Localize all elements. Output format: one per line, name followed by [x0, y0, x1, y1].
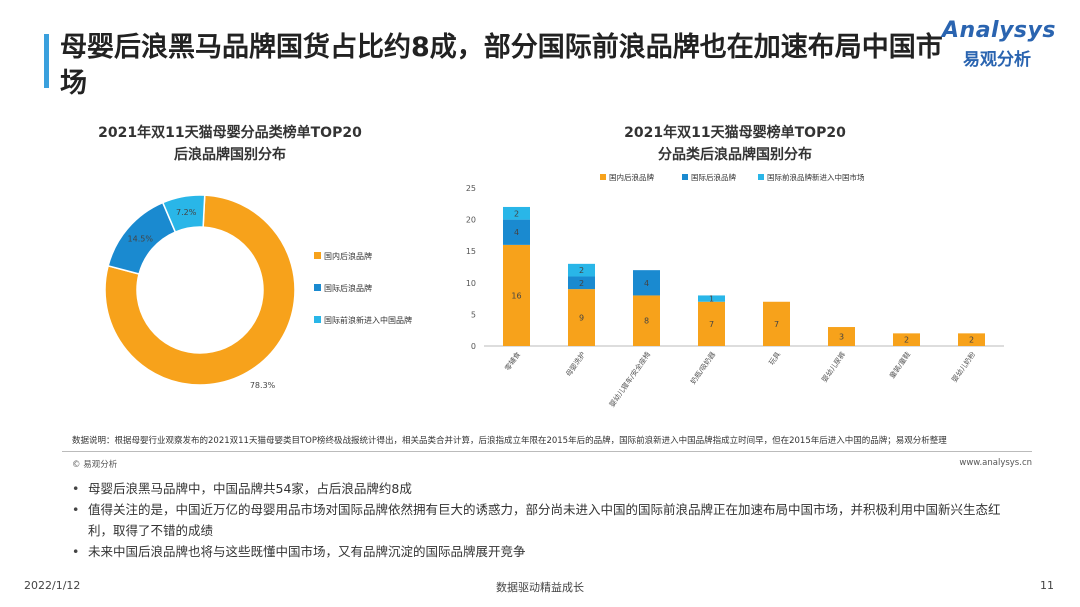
bar-segment [633, 270, 660, 296]
bar-segment [698, 295, 725, 302]
donut-legend-swatch [314, 316, 321, 323]
x-tick-label: 母婴洗护 [564, 350, 587, 378]
bar-value-label: 9 [579, 314, 584, 323]
summary-bullets: 母婴后浪黑马品牌中，中国品牌共54家，占后浪品牌约8成 值得关注的是，中国近万亿… [72, 478, 1022, 562]
bar-value-label: 2 [904, 336, 909, 345]
bar-chart-title: 2021年双11天猫母婴榜单TOP20 分品类后浪品牌国别分布 [540, 122, 930, 166]
logo-text-cn: 易观分析 [963, 50, 1031, 70]
bar-segment [958, 333, 985, 346]
bar-segment [763, 301, 790, 346]
bar-value-label: 1 [709, 295, 714, 304]
bar-value-label: 16 [511, 291, 521, 300]
donut-chart-title: 2021年双11天猫母婴分品类榜单TOP20 后浪品牌国别分布 [70, 122, 390, 166]
copyright-text: © 易观分析 [72, 460, 118, 470]
page-title: 母婴后浪黑马品牌国货占比约8成，部分国际前浪品牌也在加速布局中国市场 [60, 32, 943, 99]
donut-slice [104, 194, 296, 386]
x-tick-label: 婴幼儿奶粉 [950, 350, 977, 384]
bar-value-label: 7 [774, 320, 779, 329]
bar-legend-label: 国内后浪品牌 [609, 172, 654, 182]
bar-legend-swatch [682, 174, 688, 180]
y-tick-label: 0 [471, 342, 476, 351]
title-accent-bar [44, 34, 49, 88]
donut-value-label: 14.5% [128, 234, 154, 243]
footer-slogan: 数据驱动精益成长 [496, 581, 584, 594]
y-tick-label: 10 [466, 279, 476, 288]
bar-value-label: 3 [839, 333, 844, 342]
donut-legend-swatch [314, 252, 321, 259]
bar-segment [893, 333, 920, 346]
logo-text-en: Analysys [942, 18, 1056, 43]
y-tick-label: 20 [466, 216, 476, 225]
donut-legend-swatch [314, 284, 321, 291]
y-tick-label: 25 [466, 184, 476, 193]
website-link[interactable]: www.analysys.cn [959, 458, 1032, 468]
donut-value-label: 7.2% [176, 208, 197, 217]
donut-slice [161, 194, 206, 234]
y-tick-label: 15 [466, 247, 476, 256]
footer-date: 2022/1/12 [24, 579, 81, 592]
bar-value-label: 2 [514, 209, 519, 218]
x-tick-label: 奶瓶/吸奶器 [688, 350, 717, 386]
bar-segment [698, 301, 725, 346]
bar-title-line1: 2021年双11天猫母婴榜单TOP20 [624, 125, 846, 141]
bar-title-line2: 分品类后浪品牌国别分布 [658, 147, 812, 163]
analysys-logo: Analysys 易观分析 [942, 18, 1056, 70]
bar-value-label: 2 [579, 279, 584, 288]
bar-value-label: 7 [709, 320, 714, 329]
bar-segment [633, 295, 660, 346]
x-tick-label: 零辅食 [503, 350, 522, 372]
data-note: 数据说明：根据母婴行业观察发布的2021双11天猫母婴类目TOP榜终极战报统计得… [72, 436, 947, 446]
bar-segment [828, 327, 855, 346]
bar-value-label: 2 [969, 336, 974, 345]
stacked-bar-chart: 国内后浪品牌 国际后浪品牌 国际前浪品牌新进入中国市场 0 5 10 15 20 25 16 4 2 零… [466, 172, 1004, 409]
bar-segment [503, 206, 530, 220]
bar-value-label: 2 [579, 266, 584, 275]
donut-title-line1: 2021年双11天猫母婴分品类榜单TOP20 [98, 125, 362, 141]
x-tick-label: 婴幼儿尿裤 [820, 350, 847, 384]
bar-value-label: 4 [514, 228, 519, 237]
bullet-item: 值得关注的是，中国近万亿的母婴用品市场对国际品牌依然拥有巨大的诱惑力，部分尚未进… [72, 499, 1022, 541]
bar-legend-label: 国际前浪品牌新进入中国市场 [767, 172, 865, 182]
y-tick-label: 5 [471, 310, 476, 319]
bar-legend-label: 国际后浪品牌 [691, 172, 736, 182]
bar-legend-swatch [600, 174, 606, 180]
x-tick-label: 婴幼儿寝车/安全座椅 [607, 350, 652, 409]
bar-segment [503, 219, 530, 245]
bar-value-label: 4 [644, 279, 649, 288]
page-number: 11 [1040, 579, 1054, 592]
donut-title-line2: 后浪品牌国别分布 [174, 147, 286, 163]
donut-value-label: 78.3% [250, 381, 276, 390]
bar-segment [568, 276, 595, 290]
bullet-item: 母婴后浪黑马品牌中，中国品牌共54家，占后浪品牌约8成 [72, 478, 1022, 499]
divider [62, 451, 1032, 452]
donut-legend-label: 国内后浪品牌 [324, 251, 372, 261]
bar-segment [568, 289, 595, 346]
bar-segment [503, 244, 530, 346]
donut-legend-label: 国际前浪新进入中国品牌 [324, 315, 412, 325]
x-tick-label: 玩具 [768, 351, 783, 367]
donut-legend-label: 国际后浪品牌 [324, 283, 372, 293]
bullet-item: 未来中国后浪品牌也将与这些既懂中国市场，又有品牌沉淀的国际品牌展开竞争 [72, 541, 1022, 562]
bar-legend-swatch [758, 174, 764, 180]
x-tick-label: 童装/童鞋 [887, 350, 912, 380]
bar-segment [568, 263, 595, 277]
bar-value-label: 8 [644, 317, 649, 326]
